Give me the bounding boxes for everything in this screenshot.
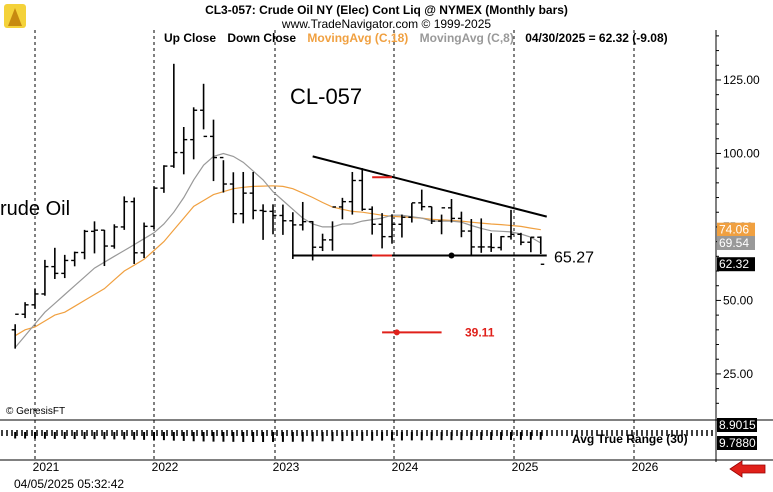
ohlc-bar [477,218,485,253]
x-tick-label-2025: 2025 [512,460,539,474]
ohlc-bar [388,214,396,244]
atr-tag-bg [717,418,757,432]
atr-tag-label: 9.7880 [719,436,756,450]
legend-last-value: 04/30/2025 = 62.32 (-9.08) [525,31,668,45]
ohlc-bar [91,221,98,254]
ohlc-bar [428,205,436,224]
ohlc-bar [130,197,138,264]
ohlc-bar [338,197,346,220]
ohlc-bar [100,229,108,267]
y-tick-label-50: 50.00 [723,293,753,307]
y-tick-label-100: 100.00 [723,146,760,160]
ohlc-bar [229,172,237,224]
atr-label: Avg True Range (30) [572,432,688,446]
ohlc-bar [11,313,19,349]
price-tag-bg [717,222,755,237]
x-tick-label-2024: 2024 [392,460,419,474]
ohlc-bar [418,189,426,211]
ohlc-bar [329,206,336,251]
legend-ma8: MovingAvg (C,8) [419,31,514,45]
ohlc-bar [279,204,287,235]
ohlc-bar [358,168,366,211]
ohlc-bar [457,211,465,238]
price-tag-label: 62.32 [719,257,749,271]
ohlc-bar [51,247,59,279]
ohlc-bar [537,236,545,265]
ohlc-bar [150,186,158,229]
ohlc-bar [259,204,267,240]
support-pivot-dot [448,252,455,259]
ohlc-bar [348,171,356,215]
ohlc-bar [309,220,317,261]
legend-down-close: Down Close [227,31,297,45]
support-level-label: 65.27 [554,249,594,266]
x-tick-label-2023: 2023 [273,460,300,474]
price-tag-bg [717,235,755,250]
ohlc-bar [21,302,29,319]
ma18-line [14,185,541,337]
ohlc-bar [368,206,376,235]
ohlc-bar [200,83,208,138]
ohlc-bar [487,233,495,252]
scroll-left-arrow-icon [729,460,766,478]
ohlc-bar [497,235,505,251]
timestamp: 04/05/2025 05:32:42 [14,477,125,491]
ohlc-bar [517,232,525,246]
ohlc-bar [190,107,198,160]
price-tag-bg [717,257,755,272]
target-level-label: 39.11 [465,325,495,339]
ohlc-bar [160,165,168,193]
ohlc-bar [438,207,446,235]
ohlc-bar [210,119,217,182]
atr-tag-label: 8.9015 [719,418,756,432]
ohlc-bar [249,171,257,220]
x-tick-label-2022: 2022 [152,460,179,474]
y-tick-label-125: 125.00 [723,73,760,87]
ohlc-bar [398,214,406,238]
legend-up-close: Up Close [164,31,217,45]
ohlc-bar [507,209,515,240]
ohlc-bar [31,288,39,309]
trade-navigator-logo-icon [4,4,26,28]
ohlc-bar [269,204,277,235]
x-tick-label-2026: 2026 [632,460,659,474]
ohlc-bar [140,222,148,259]
credit-text: © GenesisFT [6,406,66,417]
ohlc-bar [408,202,416,223]
y-tick-label-25: 25.00 [723,367,753,381]
ohlc-bar [41,259,49,296]
ma8-line [14,152,542,348]
ohlc-bar [378,213,386,249]
ohlc-bar [170,63,178,168]
ohlc-bar [110,224,118,249]
ohlc-bar [467,219,475,256]
ohlc-bar [180,127,188,175]
chart-header-line2: www.TradeNavigator.com © 1999-2025 [281,17,492,31]
ohlc-bar [61,254,69,279]
ohlc-bar [448,199,455,223]
ohlc-bar [81,229,89,260]
atr-tag-bg [717,436,757,450]
chart-header-line1: CL3-057: Crude Oil NY (Elec) Cont Liq @ … [205,3,568,17]
ohlc-bar [120,196,128,230]
price-tag-label: 69.54 [719,236,749,250]
ohlc-bar [219,156,227,193]
legend: Up Close Down Close MovingAvg (C,18) Mov… [164,31,676,45]
ohlc-bar [527,236,535,253]
ohlc-bar [319,233,327,252]
legend-ma18: MovingAvg (C,18) [307,31,409,45]
ohlc-bar [289,212,297,259]
ohlc-bar [71,251,79,267]
x-tick-label-2021: 2021 [33,460,60,474]
logo-shape [8,8,22,26]
side-label: rude Oil [0,198,71,220]
price-tag-label: 74.06 [719,223,749,237]
trendline-resistance [312,155,547,218]
ohlc-bar [239,171,247,224]
ohlc-bar [299,201,307,231]
projection-dot [393,329,400,336]
chart-annotation-title: CL-057 [290,84,363,109]
